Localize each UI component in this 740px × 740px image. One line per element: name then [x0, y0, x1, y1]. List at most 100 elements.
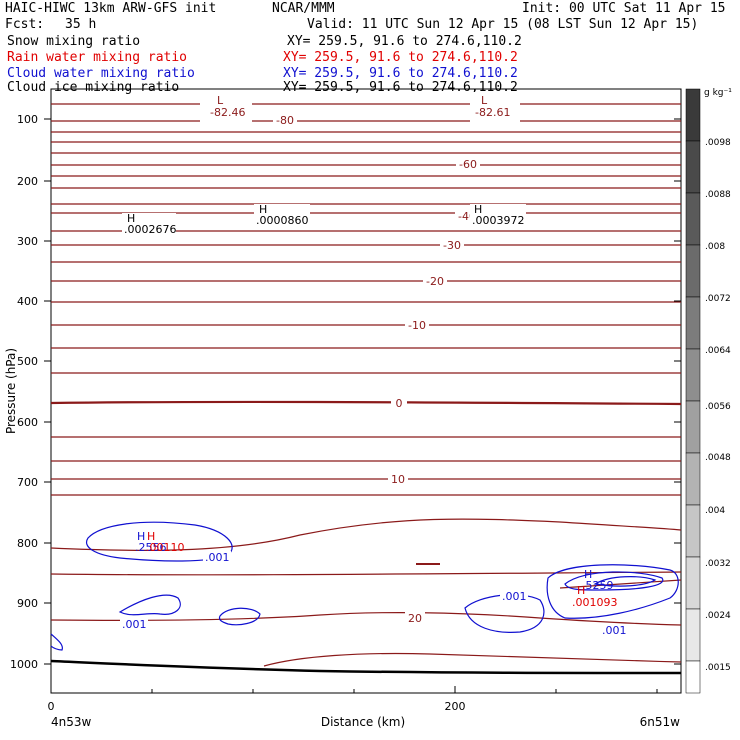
field-snow-xy: XY= 259.5, 91.6 to 274.6,110.2 [287, 34, 522, 49]
cloud-water-label: .001 [205, 551, 230, 564]
cloud-water-contour [464, 594, 545, 633]
temp-isoline [50, 518, 682, 551]
colorbar-cell [685, 608, 701, 662]
left-endpoint-label: 4n53w [51, 715, 92, 729]
high-value: .0000860 [256, 214, 309, 227]
high-marker: H [259, 203, 267, 216]
y-tick-label: 400 [17, 295, 38, 308]
colorbar-cell [685, 244, 701, 298]
high-value: .0003972 [472, 214, 525, 227]
high-value: .2556 [135, 541, 167, 554]
field-cloudice-name: Cloud ice mixing ratio [7, 80, 180, 95]
plot-frame [50, 88, 682, 694]
high-marker: H [147, 530, 155, 543]
high-marker: H [127, 212, 135, 225]
temp-label: -30 [443, 239, 461, 252]
colorbar-label: .008 [705, 242, 725, 252]
colorbar-label: .0064 [705, 346, 731, 356]
colorbar-cell [685, 556, 701, 610]
temp-isoline-0 [50, 400, 682, 406]
ground-line [50, 659, 682, 675]
colorbar-cell [685, 400, 701, 454]
right-endpoint-label: 6n51w [640, 715, 681, 729]
high-value: .5259 [582, 579, 614, 592]
cloud-water-contour [546, 564, 679, 619]
cloud-water-label: .001 [122, 618, 147, 631]
high-marker: H [577, 584, 585, 597]
x-tick-label: 0 [48, 700, 55, 713]
x-axis-label: Distance (km) [321, 715, 405, 729]
colorbar-label: .0056 [705, 402, 731, 412]
x-tick: 200 [445, 686, 466, 713]
header-title: HAIC-HIWC 13km ARW-GFS init [5, 1, 217, 16]
y-tick: 1000 [10, 658, 681, 671]
low-marker: L [217, 94, 224, 107]
field-snow-name: Snow mixing ratio [7, 34, 141, 49]
temp-label: -10 [408, 319, 426, 332]
low-value: -82.46 [210, 106, 245, 119]
cloud-water-contour [118, 594, 181, 616]
y-tick: 400 [17, 295, 681, 308]
y-tick: 700 [17, 476, 681, 489]
cloud-water-label: .001 [602, 624, 627, 637]
colorbar-label: .0098 [705, 138, 731, 148]
temp-label: -80 [276, 114, 294, 127]
y-tick-label: 1000 [10, 658, 38, 671]
temp-isoline [559, 579, 682, 589]
colorbar-label: .0015 [705, 663, 731, 673]
colorbar-cell [685, 192, 701, 246]
colorbar-label: .0032 [705, 559, 731, 569]
y-tick-label: 500 [17, 355, 38, 368]
y-tick-label: 200 [17, 175, 38, 188]
x-tick: 0 [48, 686, 55, 713]
y-axis: 100 200 300 400 500 600 700 800 900 1000… [4, 113, 681, 671]
field-rain-xy: XY= 259.5, 91.6 to 274.6,110.2 [283, 50, 518, 65]
colorbar-unit: g kg⁻¹ [704, 88, 732, 98]
field-rain-name: Rain water mixing ratio [7, 50, 188, 65]
colorbar-cell [685, 660, 701, 694]
cloud-water-label: .001 [502, 590, 527, 603]
y-axis-label: Pressure (hPa) [4, 348, 18, 434]
y-tick: 800 [17, 537, 681, 550]
high-value: .0002676 [124, 223, 177, 236]
y-tick: 200 [17, 175, 681, 188]
header-center: NCAR/MMM [272, 1, 335, 16]
y-tick: 500 [17, 355, 681, 368]
cloud-water-contour [50, 633, 63, 651]
field-cloudice-xy: XY= 259.5, 91.6 to 274.6,110.2 [283, 80, 518, 95]
colorbar-label: .0088 [705, 190, 731, 200]
header-init: Init: 00 UTC Sat 11 Apr 15 [522, 1, 726, 16]
cloud-water-labels: .001 .001 .001 .001 [120, 551, 628, 637]
field-cloudwater-xy: XY= 259.5, 91.6 to 274.6,110.2 [283, 66, 518, 81]
y-tick-label: 700 [17, 476, 38, 489]
y-tick-label: 600 [17, 416, 38, 429]
colorbar-cell [685, 296, 701, 350]
header-fcst-value: 35 h [65, 17, 97, 32]
extrema: L -82.46 L -82.61 H .0002676 H .0000860 … [122, 92, 618, 609]
colorbar-cell [685, 504, 701, 558]
low-value: -82.61 [475, 106, 510, 119]
high-marker: H [584, 568, 592, 581]
y-tick: 900 [17, 597, 681, 610]
y-tick: 600 [17, 416, 681, 429]
y-tick-label: 900 [17, 597, 38, 610]
low-marker: L [481, 94, 488, 107]
header-valid: Valid: 11 UTC Sun 12 Apr 15 (08 LST Sun … [307, 17, 699, 32]
temp-isoline [50, 612, 682, 626]
temperature-contours [50, 103, 682, 667]
high-value: .001093 [572, 596, 618, 609]
colorbar-cell [685, 88, 701, 142]
colorbar-cell [685, 452, 701, 506]
colorbar-label: .0024 [705, 611, 731, 621]
temperature-labels: -80 -60 -40 -30 -20 -10 0 10 20 [273, 114, 480, 625]
temp-label: 20 [408, 612, 422, 625]
y-tick-label: 800 [17, 537, 38, 550]
x-tick-label: 200 [445, 700, 466, 713]
temp-label: -60 [459, 158, 477, 171]
temp-label: -20 [426, 275, 444, 288]
colorbar-cell [685, 348, 701, 402]
temp-isoline [50, 571, 682, 576]
cloud-water-contour [218, 607, 261, 626]
temp-label: 10 [391, 473, 405, 486]
